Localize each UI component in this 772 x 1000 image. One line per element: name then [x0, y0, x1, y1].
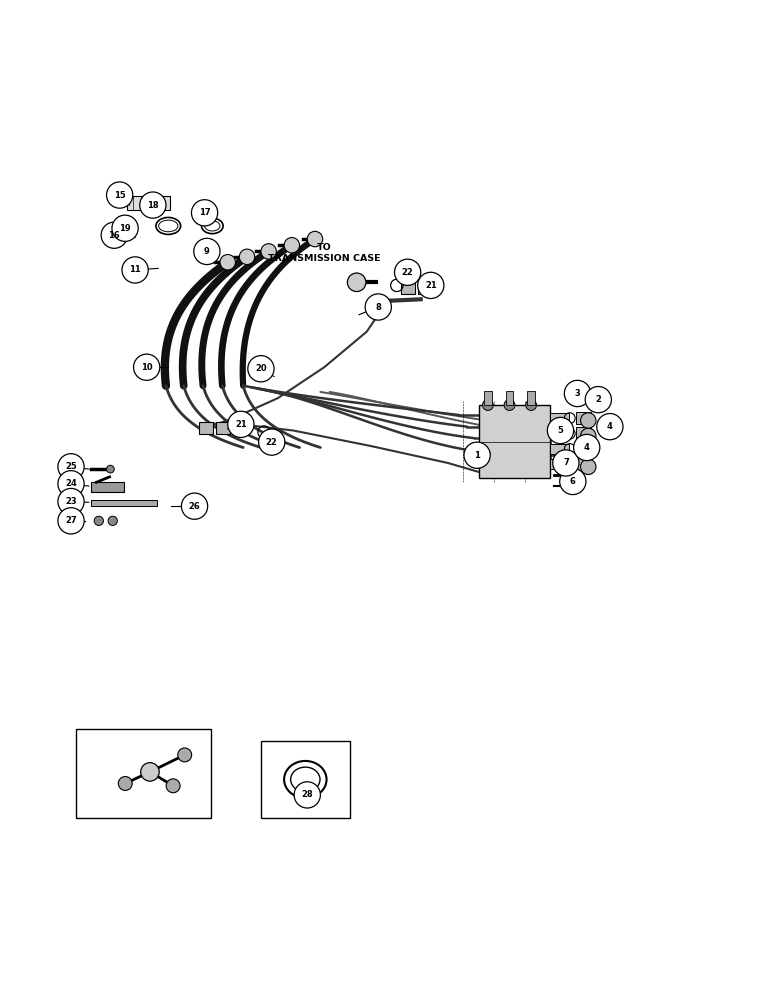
Text: 6: 6: [570, 477, 576, 486]
Text: 8: 8: [375, 303, 381, 312]
Bar: [91, 482, 124, 492]
Bar: [576, 443, 591, 455]
Circle shape: [581, 428, 596, 444]
Text: 4: 4: [584, 443, 590, 452]
Bar: [479, 405, 550, 478]
Circle shape: [181, 493, 208, 519]
Circle shape: [284, 238, 300, 253]
Circle shape: [112, 215, 138, 241]
Circle shape: [191, 200, 218, 226]
Circle shape: [418, 272, 444, 299]
Circle shape: [585, 387, 611, 413]
Text: 28: 28: [301, 790, 313, 799]
Text: 11: 11: [129, 265, 141, 274]
Circle shape: [118, 777, 132, 790]
Circle shape: [194, 238, 220, 265]
Text: 9: 9: [204, 247, 210, 256]
Circle shape: [261, 244, 276, 259]
Circle shape: [581, 459, 596, 475]
Bar: [484, 391, 492, 405]
Circle shape: [141, 763, 159, 781]
Bar: [127, 196, 170, 210]
Circle shape: [248, 356, 274, 382]
Text: 22: 22: [266, 438, 278, 447]
Circle shape: [365, 294, 391, 320]
Bar: [401, 282, 415, 294]
Text: 21: 21: [235, 420, 247, 429]
Circle shape: [101, 222, 127, 248]
Text: 25: 25: [65, 462, 77, 471]
Circle shape: [574, 434, 600, 461]
Bar: [216, 422, 230, 434]
Bar: [576, 427, 591, 440]
Circle shape: [220, 255, 235, 270]
Text: TO
TRANSMISSION CASE: TO TRANSMISSION CASE: [268, 243, 381, 263]
Text: 10: 10: [141, 363, 153, 372]
Circle shape: [560, 468, 586, 495]
Bar: [550, 428, 569, 438]
Circle shape: [597, 414, 623, 440]
Circle shape: [307, 231, 323, 247]
Circle shape: [108, 516, 117, 525]
Circle shape: [259, 429, 285, 455]
Bar: [76, 729, 211, 818]
Bar: [550, 459, 569, 469]
Bar: [261, 741, 350, 818]
Circle shape: [58, 471, 84, 497]
Bar: [550, 444, 569, 454]
Text: 24: 24: [65, 479, 77, 488]
Circle shape: [166, 779, 180, 793]
Circle shape: [394, 259, 421, 285]
Text: 7: 7: [563, 458, 569, 467]
Circle shape: [94, 516, 103, 525]
Text: 4: 4: [607, 422, 613, 431]
Circle shape: [294, 782, 320, 808]
Circle shape: [553, 450, 579, 476]
Bar: [418, 282, 432, 294]
Text: 26: 26: [188, 502, 201, 511]
Circle shape: [564, 380, 591, 407]
Circle shape: [526, 400, 537, 410]
Text: 19: 19: [119, 224, 131, 233]
Text: 3: 3: [574, 389, 581, 398]
Text: 21: 21: [425, 281, 437, 290]
Circle shape: [107, 465, 114, 473]
Circle shape: [239, 249, 255, 265]
Circle shape: [504, 400, 515, 410]
Text: 23: 23: [65, 497, 77, 506]
Text: 20: 20: [255, 364, 267, 373]
Text: 22: 22: [401, 268, 414, 277]
Circle shape: [178, 748, 191, 762]
Circle shape: [58, 508, 84, 534]
Bar: [550, 413, 569, 423]
Bar: [199, 422, 213, 434]
Circle shape: [228, 411, 254, 437]
Circle shape: [122, 257, 148, 283]
Bar: [91, 500, 157, 506]
Text: 1: 1: [474, 451, 480, 460]
Circle shape: [547, 417, 574, 444]
Bar: [506, 391, 513, 405]
Circle shape: [581, 444, 596, 459]
Bar: [576, 458, 591, 471]
Circle shape: [140, 192, 166, 218]
Circle shape: [347, 273, 366, 292]
Text: 27: 27: [65, 516, 77, 525]
Circle shape: [58, 454, 84, 480]
Circle shape: [464, 442, 490, 468]
Circle shape: [482, 400, 493, 410]
Text: 17: 17: [198, 208, 211, 217]
Text: 18: 18: [147, 201, 159, 210]
Text: 16: 16: [108, 231, 120, 240]
Text: 2: 2: [595, 395, 601, 404]
Text: 15: 15: [113, 191, 126, 200]
Circle shape: [107, 182, 133, 208]
Bar: [576, 412, 591, 424]
Text: 5: 5: [557, 426, 564, 435]
Bar: [527, 391, 535, 405]
Circle shape: [58, 488, 84, 515]
Circle shape: [581, 413, 596, 428]
Circle shape: [134, 354, 160, 380]
